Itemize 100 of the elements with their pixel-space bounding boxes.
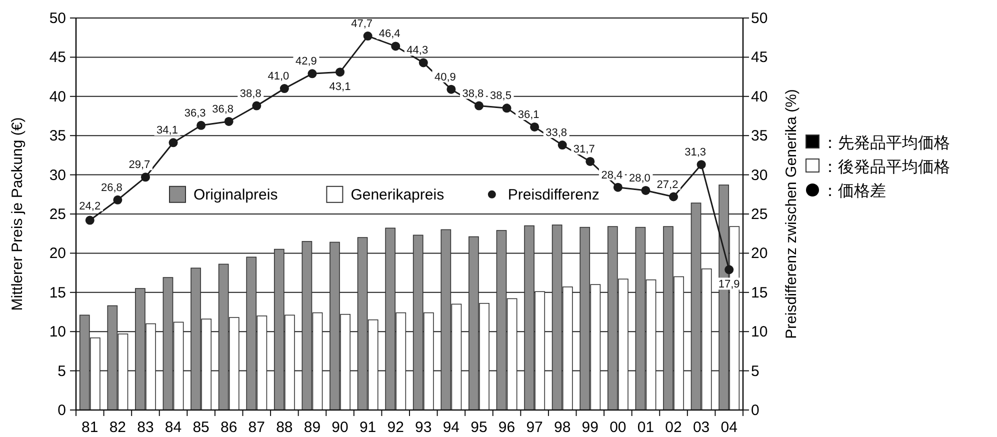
y-tick-label: 40 — [49, 88, 66, 106]
x-tick-label: 99 — [582, 419, 598, 436]
y2-tick-label: 35 — [751, 128, 768, 145]
data-label: 41,0 — [268, 70, 290, 83]
data-label: 42,9 — [296, 56, 317, 68]
point — [530, 122, 540, 132]
x-tick-label: 91 — [359, 419, 376, 436]
y-tick-label: 45 — [49, 49, 66, 66]
y-tick-label: 10 — [49, 324, 66, 341]
x-tick-label: 01 — [637, 419, 654, 436]
data-label: 44,3 — [406, 44, 428, 57]
y2-axis-title: Preisdifferenz zwischen Generika (%) — [783, 89, 800, 339]
point — [418, 58, 428, 68]
data-label: 26,8 — [100, 182, 122, 194]
data-label: 36,1 — [518, 108, 540, 121]
legend-label: Originalpreis — [194, 186, 278, 204]
y-tick-label: 5 — [58, 362, 66, 380]
y-tick-label: 30 — [49, 166, 66, 184]
x-tick-label: 93 — [415, 419, 432, 436]
x-tick-label: 04 — [720, 419, 738, 436]
data-label: 24,2 — [79, 200, 101, 212]
point — [168, 138, 178, 148]
point — [502, 104, 512, 113]
data-label: 46,4 — [378, 28, 400, 40]
y2-tick-label: 25 — [751, 206, 768, 223]
data-label: 33,8 — [546, 127, 568, 140]
point — [363, 32, 372, 41]
point — [391, 42, 400, 51]
point — [252, 101, 262, 110]
x-tick-label: 95 — [470, 419, 488, 436]
point — [586, 156, 595, 166]
point — [280, 84, 289, 94]
point — [641, 186, 650, 195]
y-tick-label: 35 — [49, 128, 66, 145]
y-tick-label: 0 — [58, 402, 66, 419]
data-label: 17,9 — [718, 278, 740, 291]
data-label: 38,5 — [490, 90, 512, 102]
point — [308, 69, 317, 78]
legend-label: Preisdifferenz — [508, 186, 600, 204]
data-label: 40,9 — [434, 71, 456, 84]
x-tick-label: 89 — [304, 419, 321, 436]
y2-tick-label: 5 — [751, 362, 760, 380]
data-label: 28,4 — [601, 169, 623, 182]
point — [85, 216, 94, 225]
y-axis-title: Mittlerer Preis je Packung (€) — [9, 117, 26, 311]
data-label: 38,8 — [462, 88, 484, 100]
point — [224, 116, 234, 126]
x-tick-label: 88 — [276, 419, 293, 436]
point — [140, 172, 150, 182]
y2-tick-label: 15 — [751, 284, 768, 302]
point — [113, 195, 122, 204]
legend-label: Generikapreis — [350, 186, 444, 204]
x-tick-label: 96 — [498, 419, 516, 436]
x-tick-label: 90 — [332, 419, 348, 436]
x-tick-label: 86 — [220, 419, 238, 436]
data-label: 34,1 — [156, 124, 178, 137]
y-tick-label: 15 — [49, 284, 66, 302]
y-tick-label: 50 — [49, 10, 66, 27]
annotations: ：先発品平均価格 ：後発品平均価格 ：価格差 — [806, 133, 950, 200]
data-label: 36,3 — [184, 107, 206, 120]
y2-tick-label: 50 — [751, 10, 768, 27]
x-tick-label: 85 — [192, 419, 210, 436]
x-tick-label: 87 — [248, 419, 265, 436]
y2-tick-label: 30 — [751, 166, 768, 184]
data-label: 43,1 — [329, 81, 351, 94]
point — [474, 101, 484, 110]
y2-tick-label: 0 — [751, 402, 760, 419]
data-label: 29,7 — [128, 159, 150, 172]
point — [724, 265, 734, 274]
point — [669, 192, 678, 202]
x-tick-label: 83 — [137, 419, 154, 436]
data-label: 31,3 — [684, 146, 706, 159]
y2-tick-label: 20 — [751, 245, 768, 262]
point — [613, 182, 622, 192]
y2-tick-label: 10 — [751, 324, 768, 341]
point — [558, 140, 567, 150]
point — [196, 120, 206, 130]
y-tick-label: 20 — [49, 245, 66, 262]
x-tick-label: 97 — [526, 419, 543, 436]
point — [336, 68, 345, 77]
x-tick-label: 02 — [665, 419, 682, 436]
y2-tick-label: 45 — [751, 49, 768, 66]
x-tick-label: 03 — [692, 419, 710, 436]
data-label: 38,8 — [240, 88, 262, 100]
y-tick-label: 25 — [49, 206, 66, 223]
x-tick-label: 92 — [387, 419, 404, 436]
x-tick-label: 84 — [164, 419, 182, 436]
point — [696, 160, 706, 170]
x-tick-label: 82 — [109, 419, 126, 436]
data-label: 36,8 — [212, 103, 234, 116]
point — [446, 84, 456, 94]
y2-tick-label: 40 — [751, 88, 768, 106]
data-label: 47,7 — [351, 18, 373, 30]
x-tick-label: 94 — [442, 419, 460, 436]
data-label: 31,7 — [573, 143, 595, 156]
data-label: 27,2 — [656, 178, 678, 191]
x-tick-label: 00 — [610, 419, 626, 436]
x-tick-label: 81 — [82, 419, 98, 436]
x-tick-label: 98 — [554, 419, 571, 436]
data-label: 28,0 — [629, 172, 650, 184]
